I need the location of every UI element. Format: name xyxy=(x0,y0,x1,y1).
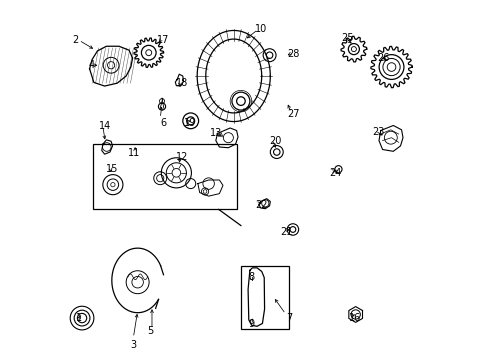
Bar xyxy=(93,144,236,210)
Text: 15: 15 xyxy=(106,164,119,174)
Text: 19: 19 xyxy=(183,118,195,128)
Text: 10: 10 xyxy=(255,24,267,35)
Text: 27: 27 xyxy=(287,109,300,119)
Text: 9: 9 xyxy=(247,319,254,329)
Text: 3: 3 xyxy=(130,340,136,350)
Text: 7: 7 xyxy=(285,313,291,323)
Bar xyxy=(241,266,289,329)
Text: 2: 2 xyxy=(72,35,79,45)
Text: 28: 28 xyxy=(287,49,299,59)
Text: 18: 18 xyxy=(176,78,188,88)
Text: 12: 12 xyxy=(176,152,188,162)
Text: 14: 14 xyxy=(99,121,111,131)
Text: 22: 22 xyxy=(255,200,267,210)
Text: 17: 17 xyxy=(156,35,169,45)
Text: 26: 26 xyxy=(376,53,389,63)
Text: 6: 6 xyxy=(160,118,166,128)
Text: 1: 1 xyxy=(76,313,82,323)
Text: 13: 13 xyxy=(210,129,222,138)
Text: 25: 25 xyxy=(341,33,353,43)
Text: 24: 24 xyxy=(328,168,341,178)
Text: 23: 23 xyxy=(371,127,384,136)
Text: 5: 5 xyxy=(147,325,154,336)
Text: 4: 4 xyxy=(88,60,95,70)
Text: 11: 11 xyxy=(128,148,140,158)
Text: 8: 8 xyxy=(247,272,254,282)
Text: 21: 21 xyxy=(280,227,292,237)
Text: 16: 16 xyxy=(348,313,360,323)
Text: 20: 20 xyxy=(269,136,282,145)
